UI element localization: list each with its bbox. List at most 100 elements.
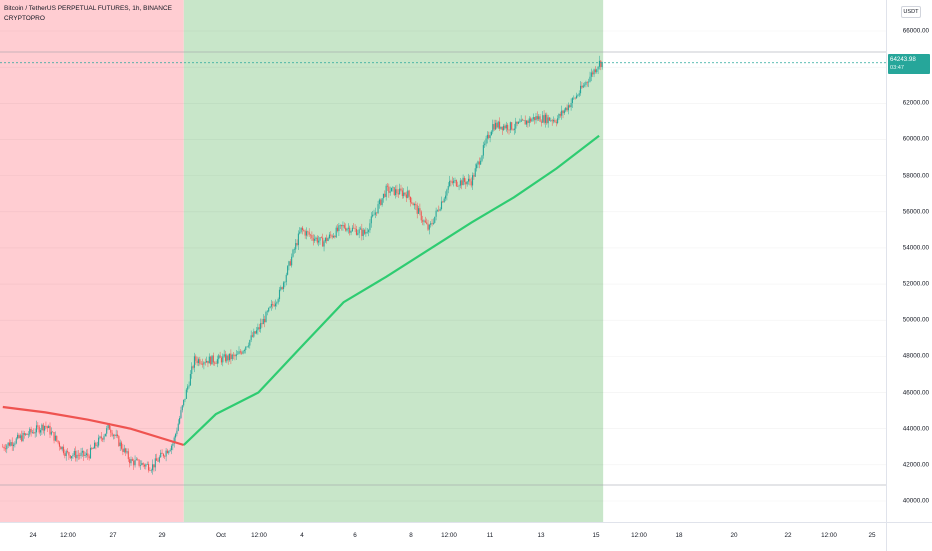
candle-body [188,385,190,387]
candle-body [303,230,305,231]
candle-body [6,445,8,450]
chart-pane[interactable]: Bitcoin / TetherUS PERPETUAL FUTURES, 1h… [0,0,886,522]
candle-body [488,134,490,139]
symbol-title[interactable]: Bitcoin / TetherUS PERPETUAL FUTURES, 1h… [4,5,172,12]
candle-body [427,223,429,230]
candle-body [266,311,268,313]
candle-body [408,190,410,197]
candle-body [347,227,349,229]
candle-body [362,229,364,237]
candle-body [482,145,484,156]
candle-body [566,107,568,111]
candle-body [453,180,455,183]
candle-body [11,442,13,447]
candle-body [384,193,386,197]
candle-body [346,228,348,231]
price-chart[interactable] [0,0,886,522]
candle-body [102,438,104,440]
candle-body [543,115,545,123]
price-tick: 58000.00 [902,172,929,180]
time-axis[interactable]: 24 12:00 27 29 Oct 12:00 4 6 8 12:00 11 13 15 12:00 18… [0,522,886,551]
candle-body [114,435,116,436]
candle-body [44,425,46,431]
candle-body [319,237,321,241]
candle-body [249,340,251,346]
candle-body [472,175,474,186]
candle-body [562,110,564,114]
candle-body [83,450,85,456]
candle-body [125,448,127,453]
candle-body [238,351,240,354]
price-tick: 66000.00 [902,27,929,35]
candle-body [258,327,260,330]
candle-body [481,155,483,161]
candle-body [142,463,144,465]
candle-body [418,208,420,214]
ma-line-bearish [2,405,185,447]
candle-body [118,436,120,447]
candle-body [189,373,191,386]
candle-body [293,249,295,250]
candle-body [501,126,503,130]
candle-body [392,187,394,188]
candle-body [567,105,569,111]
grid-lines [0,30,886,502]
candle-body [582,85,584,88]
candle-body [335,227,337,238]
candle-body [508,129,510,131]
candle-body [169,449,171,452]
time-tick: 22 [784,532,792,539]
candle-body [226,355,228,362]
candle-body [513,128,515,130]
indicator-label[interactable]: CRYPTOPRO [4,15,45,22]
time-tick: 13 [537,532,545,539]
candle-body [214,362,216,364]
candle-body [121,442,123,449]
candle-body [451,181,453,183]
candle-body [42,424,44,431]
candle-body [521,119,524,121]
candle-body [499,121,501,129]
candle-body [462,177,464,186]
candle-body [98,437,100,446]
candle-body [10,442,12,446]
candle-body [409,196,411,203]
candle-body [400,188,402,191]
candle-body [40,430,42,433]
candle-body [490,131,492,136]
time-tick: 12:00 [821,532,837,539]
candle-body [212,355,214,363]
candle-body [380,199,382,205]
candle-body [337,227,339,232]
candle-body [420,211,422,221]
candle-body [138,459,140,466]
candle-body [106,428,108,434]
candle-body [403,192,405,197]
candle-body [49,425,51,435]
candle-body [220,357,222,363]
candle-body [316,237,318,243]
candle-body [484,143,486,146]
candle-body [480,160,482,165]
candle-body [296,243,298,246]
candle-body [156,458,158,461]
candle-body [18,434,20,439]
currency-button[interactable]: USDT [901,6,921,18]
candle-body [542,115,544,123]
candle-body [447,186,449,190]
candle-body [197,359,200,363]
chart-legend: Bitcoin / TetherUS PERPETUAL FUTURES, 1h… [4,4,172,24]
candle-body [580,85,582,94]
candle-body [369,223,371,231]
candle-body [320,237,322,238]
candle-body [231,354,233,360]
candle-body [372,214,374,217]
candle-body [538,116,540,120]
candle-body [401,190,403,197]
candle-body [422,220,424,222]
candle-body [424,220,426,223]
candle-body [593,69,595,75]
candle-body [539,116,541,122]
candle-body [465,181,467,185]
price-axis[interactable]: USDT 66000.0064000.0062000.0060000.00580… [886,0,932,522]
